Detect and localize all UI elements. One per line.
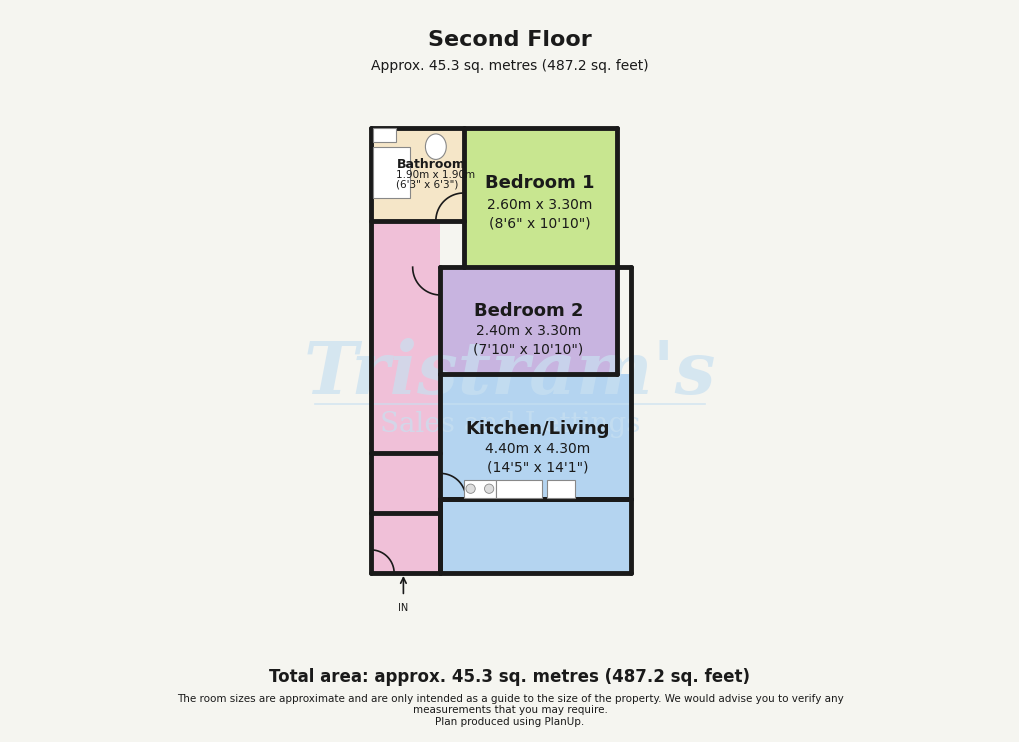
Text: Sales and Lettings: Sales and Lettings bbox=[379, 411, 640, 439]
Bar bbox=[371, 221, 440, 374]
Text: Kitchen/Living: Kitchen/Living bbox=[465, 420, 609, 438]
Text: 2.60m x 3.30m: 2.60m x 3.30m bbox=[487, 197, 592, 211]
Text: (14'5" x 14'1"): (14'5" x 14'1") bbox=[487, 461, 588, 475]
Bar bbox=[464, 128, 616, 267]
Bar bbox=[495, 480, 542, 498]
Text: Bedroom 1: Bedroom 1 bbox=[485, 174, 594, 192]
Text: (8'6" x 10'10"): (8'6" x 10'10") bbox=[489, 216, 590, 230]
Text: 4.40m x 4.30m: 4.40m x 4.30m bbox=[485, 442, 590, 456]
Text: (7'10" x 10'10"): (7'10" x 10'10") bbox=[473, 342, 583, 356]
Bar bbox=[371, 374, 440, 499]
Bar bbox=[440, 374, 630, 573]
Text: Bedroom 2: Bedroom 2 bbox=[473, 302, 583, 320]
Bar bbox=[373, 147, 410, 197]
Bar bbox=[371, 128, 464, 221]
Text: The room sizes are approximate and are only intended as a guide to the size of t: The room sizes are approximate and are o… bbox=[176, 694, 843, 727]
Text: Total area: approx. 45.3 sq. metres (487.2 sq. feet): Total area: approx. 45.3 sq. metres (487… bbox=[269, 668, 750, 686]
Bar bbox=[371, 499, 440, 573]
Bar bbox=[373, 128, 396, 142]
Text: Bathroom: Bathroom bbox=[396, 158, 465, 171]
Bar bbox=[464, 480, 495, 498]
Circle shape bbox=[484, 484, 493, 493]
Bar bbox=[546, 480, 575, 498]
Text: 2.40m x 3.30m: 2.40m x 3.30m bbox=[476, 324, 581, 338]
Circle shape bbox=[466, 484, 475, 493]
Text: Approx. 45.3 sq. metres (487.2 sq. feet): Approx. 45.3 sq. metres (487.2 sq. feet) bbox=[371, 59, 648, 73]
Text: (6'3" x 6'3"): (6'3" x 6'3") bbox=[396, 179, 459, 189]
Text: IN: IN bbox=[397, 603, 409, 613]
Text: 1.90m x 1.90m: 1.90m x 1.90m bbox=[396, 170, 475, 180]
Text: Second Floor: Second Floor bbox=[428, 30, 591, 50]
Ellipse shape bbox=[425, 134, 446, 160]
Text: Tristram's: Tristram's bbox=[304, 338, 715, 410]
Bar bbox=[440, 267, 616, 374]
